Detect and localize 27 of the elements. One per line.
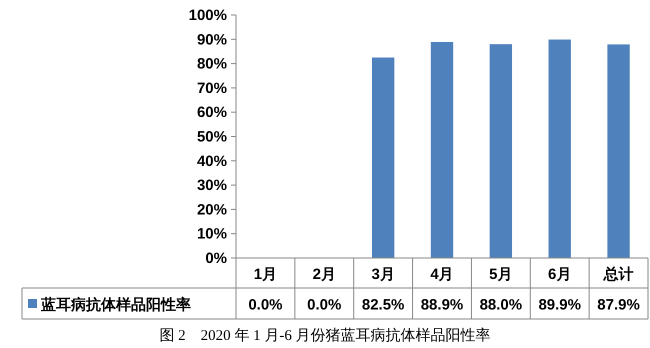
- x-tick-label: 2月: [312, 266, 336, 283]
- x-tick-label: 5月: [489, 266, 513, 283]
- x-tick-label: 6月: [548, 266, 572, 283]
- y-tick-label: 100%: [188, 7, 227, 24]
- caption: 图 2 2020 年 1 月-6 月份猪蓝耳病抗体样品阳性率: [159, 327, 491, 344]
- y-tick-label: 70%: [196, 80, 227, 97]
- y-tick-label: 20%: [196, 201, 227, 218]
- y-tick-label: 30%: [196, 177, 227, 194]
- data-label: 82.5%: [362, 296, 404, 314]
- y-tick-label: 50%: [196, 128, 227, 146]
- x-tick-label: 总计: [602, 266, 634, 283]
- y-tick-label: 40%: [196, 152, 227, 170]
- y-tick-label: 80%: [196, 56, 227, 73]
- data-label: 0.0%: [248, 296, 283, 314]
- data-label: 0.0%: [307, 296, 342, 314]
- x-tick-label: 3月: [371, 266, 395, 283]
- data-label: 89.9%: [538, 296, 581, 314]
- legend-label: 蓝耳病抗体样品阳性率: [40, 296, 191, 314]
- data-label: 88.9%: [420, 296, 464, 314]
- x-tick-label: 4月: [430, 266, 454, 283]
- x-tick-label: 1月: [254, 266, 278, 283]
- y-tick-label: 0%: [205, 250, 227, 267]
- y-tick-label: 90%: [196, 31, 227, 48]
- data-label: 88.0%: [480, 296, 522, 314]
- y-tick-label: 10%: [196, 226, 227, 243]
- y-tick-label: 60%: [196, 104, 227, 122]
- data-label: 87.9%: [597, 296, 640, 314]
